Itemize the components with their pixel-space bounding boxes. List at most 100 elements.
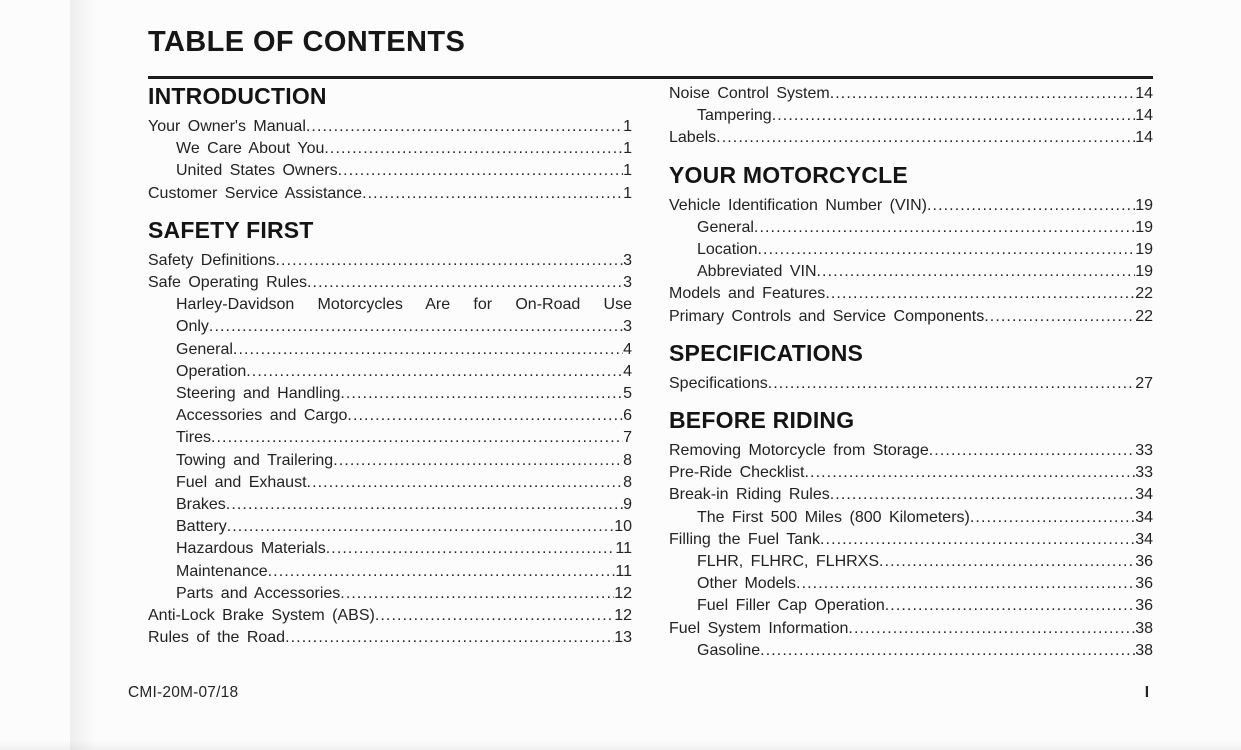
toc-leader-dots [324,138,623,160]
toc-entry: Parts and Accessories 12 [148,583,632,605]
toc-entry-label: Vehicle Identification Number (VIN) [669,196,927,214]
toc-leader-dots [825,283,1135,305]
toc-entry-page: 22 [1135,307,1153,325]
toc-entry-label: Your Owner's Manual [148,118,306,135]
toc-entry-label: Safe Operating Rules [148,274,307,292]
toc-leader-dots [209,316,623,338]
toc-entry-label: Anti-Lock Brake System (ABS) [148,607,375,625]
toc-entry-label: Specifications [669,374,768,392]
toc-entry: Abbreviated VIN 19 [669,261,1153,283]
toc-leader-dots [754,217,1135,239]
toc-entry-page: 12 [614,584,632,602]
toc-entry: Accessories and Cargo 6 [148,405,632,427]
toc-leader-dots [820,529,1135,551]
toc-entry: Fuel Filler Cap Operation 36 [669,595,1153,617]
toc-entry-label: Tampering [697,107,772,125]
toc-leader-dots [758,239,1136,261]
toc-entry-label: Parts and Accessories [176,584,341,602]
toc-entry-page: 4 [623,340,632,358]
toc-entry-page: 27 [1135,374,1153,392]
toc-leader-dots [211,427,623,449]
toc-leader-dots [927,195,1135,217]
toc-entry-label: Primary Controls and Service Components [669,307,985,325]
toc-entry-page: 8 [623,473,632,491]
toc-entry-label: Abbreviated VIN [697,263,817,281]
toc-leader-dots [375,605,614,627]
scan-bottom-shadow [0,740,1241,750]
toc-entry-label: Steering and Handling [176,385,341,403]
toc-leader-dots [772,105,1136,127]
toc-entry-page: 3 [623,274,632,292]
toc-leader-dots [362,183,623,205]
toc-entry-page: 33 [1135,442,1153,460]
toc-entry-page: 36 [1135,597,1153,615]
toc-entry-label: Battery [176,518,227,536]
toc-entry-page: 3 [623,318,632,336]
toc-entry-label: Filling the Fuel Tank [669,530,820,548]
toc-entry-label: Maintenance [176,562,268,580]
toc-entry: Fuel and Exhaust 8 [148,472,632,494]
toc-entry: Other Models 36 [669,573,1153,595]
toc-leader-dots [276,250,624,272]
toc-leader-dots [340,383,623,405]
toc-entry-page: 34 [1135,486,1153,504]
toc-entry-label: We Care About You [176,140,325,158]
toc-entry-label: Labels [669,129,717,147]
toc-entry-label: Customer Service Assistance [148,184,363,202]
toc-leader-dots [246,361,623,383]
toc-entry-page: 11 [615,562,632,580]
toc-leader-dots [226,494,623,516]
toc-entry-page: 19 [1135,263,1153,281]
toc-entry: Operation 4 [148,361,632,383]
toc-entry-page: 1 [623,184,632,202]
toc-entry: Fuel System Information 38 [669,618,1153,640]
toc-leader-dots [848,618,1135,640]
toc-entry-page: 4 [623,362,632,380]
toc-leader-dots [268,561,616,583]
toc-entry: Tires 7 [148,427,632,449]
footer-doc-code: CMI-20M-07/18 [128,684,239,701]
toc-entry: Vehicle Identification Number (VIN) 19 [669,195,1153,217]
page-content: TABLE OF CONTENTS INTRODUCTION Your Owner… [148,28,1153,662]
toc-leader-dots [760,640,1135,662]
toc-entry: FLHR, FLHRC, FLHRXS 36 [669,551,1153,573]
toc-entry-wrapline: Harley-Davidson Motorcycles Are for On-R… [176,296,632,314]
toc-entry-label: Tires [176,429,211,447]
toc-leader-dots [306,116,623,138]
toc-leader-dots [338,160,623,182]
toc-entry-label: General [176,340,233,358]
toc-entry-label: Pre-Ride Checklist [669,464,805,482]
toc-entry-label: Gasoline [697,641,761,659]
toc-entry-page: 34 [1135,530,1153,548]
section-heading: YOUR MOTORCYCLE [669,161,908,188]
toc-entry: Labels 14 [669,127,1153,149]
toc-entry-label: The First 500 Miles (800 Kilometers) [697,508,970,526]
toc-entry-page: 9 [623,496,632,514]
toc-entry-label: Only [176,318,209,336]
toc-entry-page: 1 [623,118,632,135]
toc-entry-page: 22 [1135,285,1153,303]
section-heading: BEFORE RIDING [669,407,855,434]
toc-leader-dots [984,306,1135,328]
toc-entry-page: 14 [1135,107,1153,125]
toc-entry-page: 3 [623,251,632,269]
toc-entry: Customer Service Assistance 1 [148,183,632,205]
toc-leader-dots [970,507,1135,529]
toc-leader-dots [716,127,1135,149]
toc-entry-label: Fuel Filler Cap Operation [697,597,885,615]
toc-leader-dots [307,272,623,294]
scan-edge-shadow [70,0,96,750]
toc-leader-dots [817,261,1136,283]
toc-entry-page: 33 [1135,464,1153,482]
toc-entry-label: Break-in Riding Rules [669,486,830,504]
toc-entry: Hazardous Materials 11 [148,538,632,560]
toc-leader-dots [879,551,1135,573]
toc-leader-dots [285,627,614,649]
toc-entry: General 19 [669,217,1153,239]
toc-leader-dots [796,573,1135,595]
toc-column-right: Noise Control System 14 Tampering 14 Labels 1… [669,83,1153,662]
toc-entry-label: Rules of the Road [148,629,286,647]
toc-entry-label: Operation [176,362,247,380]
